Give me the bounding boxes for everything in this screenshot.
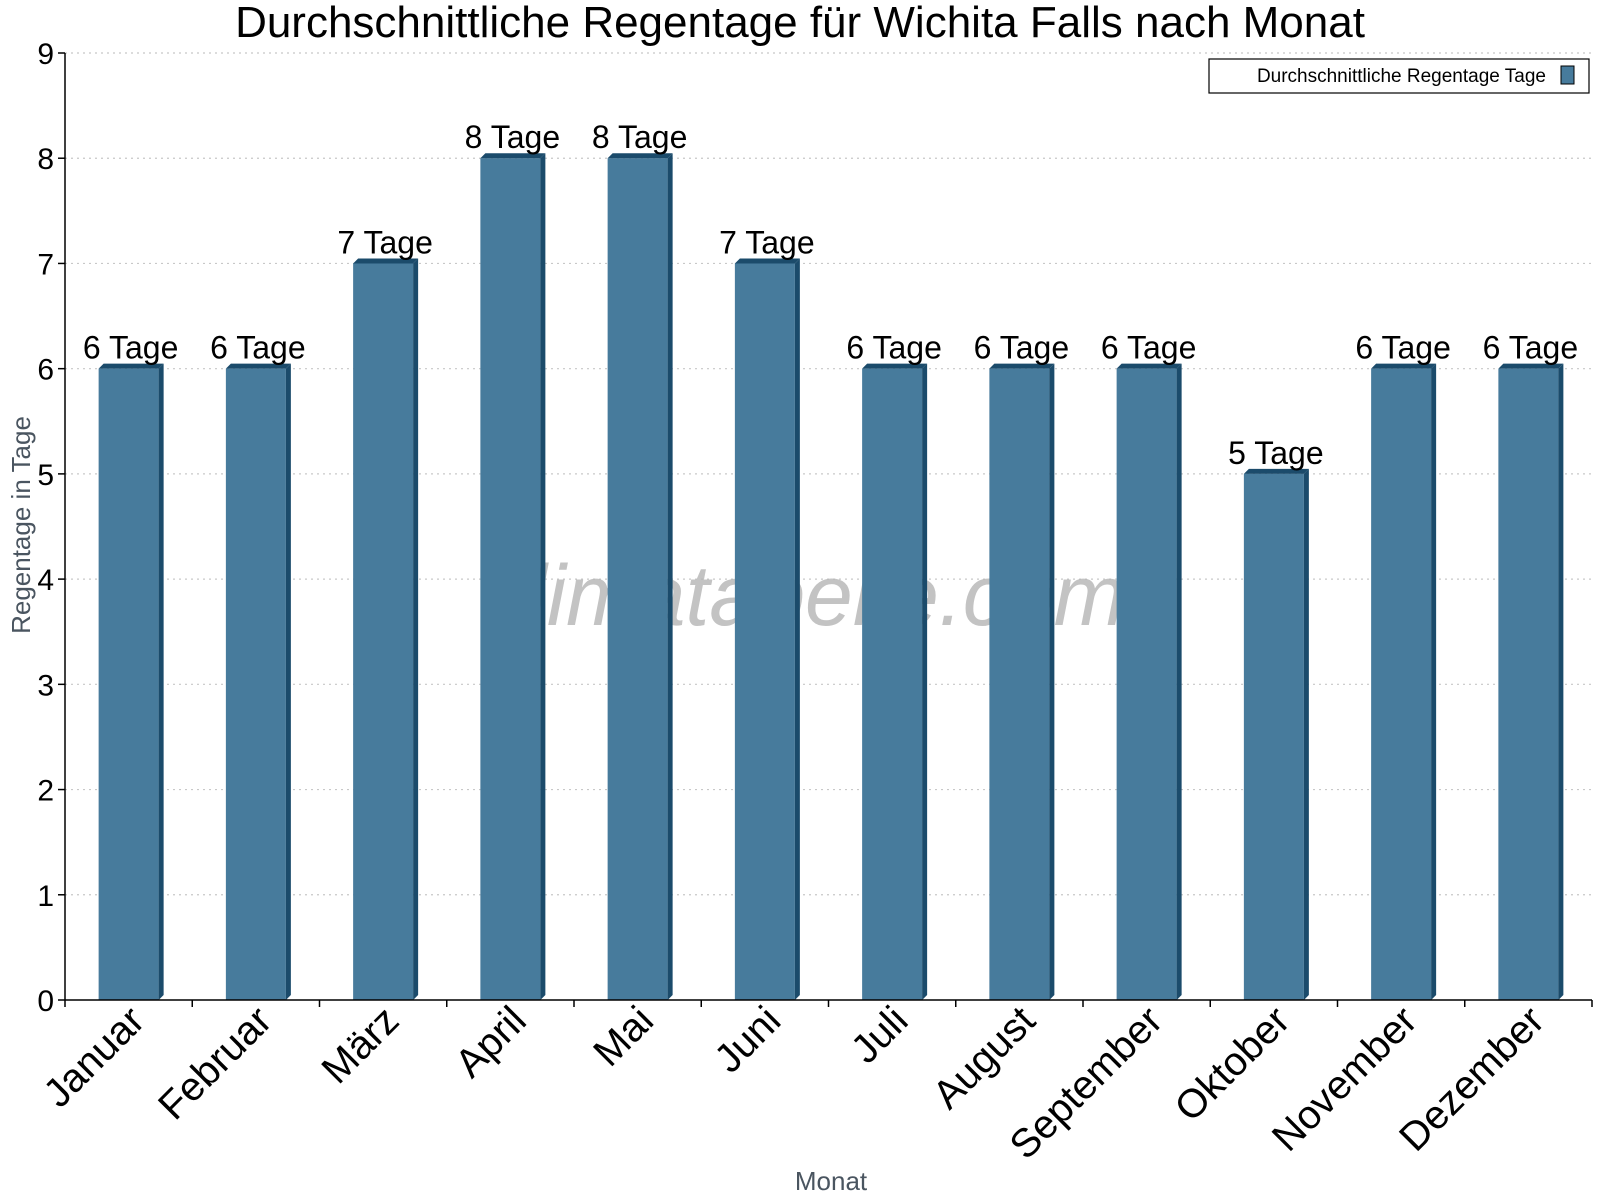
bar — [607, 153, 673, 1000]
bar-side — [285, 363, 291, 1001]
chart-title: Durchschnittliche Regentage für Wichita … — [235, 0, 1365, 47]
bar-side — [922, 363, 928, 1001]
bar — [989, 363, 1055, 1001]
y-tick-label: 0 — [37, 985, 54, 1018]
bar-front — [607, 158, 668, 1000]
bar-front — [480, 158, 541, 1000]
bar-top — [1243, 468, 1309, 474]
y-tick-label: 1 — [37, 880, 54, 913]
bar — [1116, 363, 1182, 1001]
legend-label: Durchschnittliche Regentage Tage — [1257, 66, 1546, 87]
bar-top — [734, 258, 800, 264]
gridlines — [65, 52, 1592, 896]
bar — [1371, 363, 1437, 1001]
bar-front — [734, 263, 795, 1000]
bar-side — [1303, 468, 1309, 1000]
bar — [862, 363, 928, 1001]
y-tick-label: 8 — [37, 143, 54, 176]
bar-side — [667, 153, 673, 1000]
data-label: 8 Tage — [592, 119, 688, 155]
y-tick-label: 4 — [37, 564, 54, 597]
data-label: 8 Tage — [465, 119, 561, 155]
data-labels: 6 Tage 6 Tage 7 Tage 8 Tage 8 Tage 7 Tage 6 Ta… — [83, 119, 1578, 471]
data-label: 7 Tage — [337, 224, 433, 260]
bar-side — [794, 258, 800, 1000]
bar-side — [540, 153, 546, 1000]
bar-top — [98, 363, 164, 369]
x-category-label: Mai — [585, 998, 662, 1075]
bar — [225, 363, 291, 1001]
bar-side — [1558, 363, 1564, 1001]
x-axis-title: Monat — [795, 1166, 868, 1196]
bar-side — [413, 258, 419, 1000]
x-category-label: April — [447, 998, 535, 1086]
bar-front — [1116, 368, 1177, 1001]
y-tick-label: 7 — [37, 248, 54, 281]
bar — [353, 258, 419, 1000]
legend: Durchschnittliche Regentage Tage — [1208, 58, 1590, 94]
x-category-label: August — [925, 998, 1044, 1117]
x-category-label: März — [314, 998, 408, 1092]
bar-front — [862, 368, 923, 1001]
bar-top — [1116, 363, 1182, 369]
data-label: 6 Tage — [1483, 330, 1579, 366]
bar-top — [1371, 363, 1437, 369]
y-axis-title: Regentage in Tage — [6, 416, 36, 634]
data-label: 7 Tage — [719, 224, 815, 260]
bar-front — [225, 368, 286, 1001]
bar — [98, 363, 164, 1001]
bar — [1498, 363, 1564, 1001]
y-tick-label: 5 — [37, 459, 54, 492]
bar-front — [353, 263, 414, 1000]
bar-top — [862, 363, 928, 369]
bar-side — [1049, 363, 1055, 1001]
y-tick-label: 6 — [37, 354, 54, 387]
bar-side — [1431, 363, 1437, 1001]
data-label: 6 Tage — [974, 330, 1070, 366]
data-label: 6 Tage — [1355, 330, 1451, 366]
x-category-label: Februar — [150, 998, 280, 1128]
bar-front — [1243, 473, 1304, 1000]
bar-side — [158, 363, 164, 1001]
legend-swatch — [1560, 65, 1575, 85]
data-label: 6 Tage — [1101, 330, 1197, 366]
bars — [98, 153, 1564, 1001]
x-category-label: Oktober — [1167, 998, 1299, 1130]
data-label: 6 Tage — [210, 330, 306, 366]
legend-box — [1208, 58, 1590, 94]
y-tick-label: 9 — [37, 38, 54, 71]
data-label: 6 Tage — [83, 330, 179, 366]
bar-top — [225, 363, 291, 369]
bar-front — [98, 368, 159, 1001]
bar-top — [607, 153, 673, 159]
bar-top — [989, 363, 1055, 369]
x-category-label: Juni — [706, 998, 789, 1081]
bar-front — [1498, 368, 1559, 1001]
x-category-label: Juli — [843, 998, 917, 1072]
axes — [58, 52, 1593, 1007]
data-label: 6 Tage — [846, 330, 942, 366]
y-tick-labels: 0 1 2 3 4 5 6 7 8 9 — [37, 38, 54, 1018]
data-label: 5 Tage — [1228, 435, 1324, 471]
bar-front — [989, 368, 1050, 1001]
y-tick-label: 3 — [37, 669, 54, 702]
bar-side — [1176, 363, 1182, 1001]
y-tick-label: 2 — [37, 775, 54, 808]
bar-top — [1498, 363, 1564, 369]
bar — [1243, 468, 1309, 1000]
bar — [734, 258, 800, 1000]
bar-top — [480, 153, 546, 159]
bar-front — [1371, 368, 1432, 1001]
bar-top — [353, 258, 419, 264]
bar — [480, 153, 546, 1000]
